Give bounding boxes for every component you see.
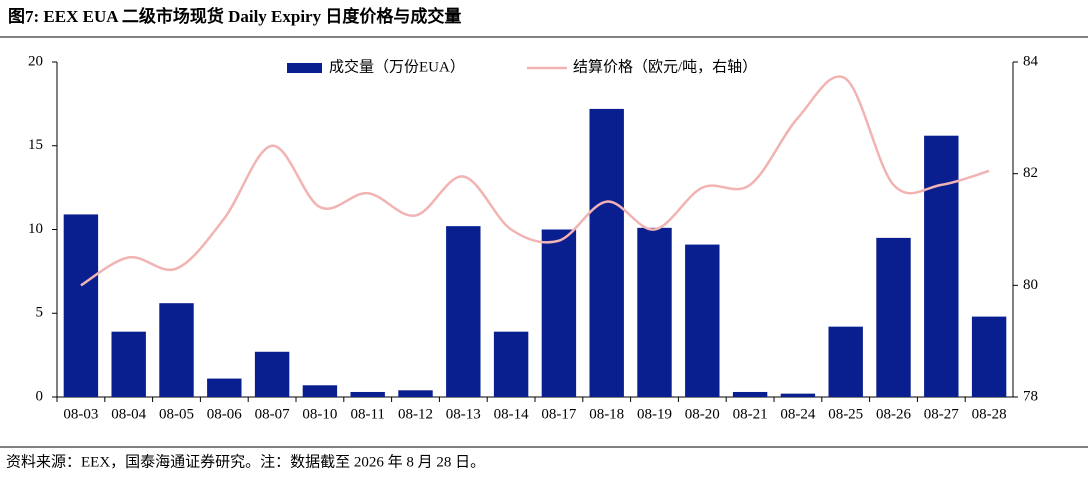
x-tick-label: 08-06 — [207, 406, 242, 422]
x-tick-label: 08-21 — [733, 406, 768, 422]
x-tick-label: 08-27 — [924, 406, 959, 422]
bar — [637, 227, 672, 397]
bar — [924, 135, 959, 397]
x-tick-label: 08-03 — [63, 406, 98, 422]
bar — [111, 331, 146, 397]
bar — [780, 393, 816, 397]
y2-tick-label: 80 — [1023, 277, 1038, 293]
legend-label: 结算价格（欧元/吨，右轴） — [573, 57, 757, 75]
legend-label: 成交量（万份EUA） — [329, 57, 465, 75]
bar — [63, 214, 99, 397]
price-line — [80, 75, 990, 287]
bar — [350, 391, 385, 397]
bar — [971, 316, 1007, 397]
x-tick-label: 08-24 — [780, 406, 815, 422]
y-tick-label: 5 — [36, 305, 44, 321]
bar — [589, 108, 624, 398]
bar — [828, 326, 863, 397]
x-tick-label: 08-19 — [637, 406, 672, 422]
x-tick-label: 08-11 — [350, 406, 384, 422]
y2-tick-label: 84 — [1023, 53, 1039, 69]
bar — [685, 244, 720, 397]
bar — [493, 331, 529, 397]
bar — [732, 391, 768, 397]
x-tick-label: 08-25 — [828, 406, 863, 422]
bar — [207, 378, 242, 397]
x-tick-label: 08-20 — [685, 406, 720, 422]
x-tick-label: 08-07 — [255, 406, 290, 422]
bar — [446, 226, 481, 397]
y2-tick-label: 82 — [1023, 165, 1038, 181]
bar — [302, 385, 338, 397]
source-note: 资料来源：EEX，国泰海通证券研究。注：数据截至 2026 年 8 月 28 日… — [6, 453, 485, 470]
bar — [541, 229, 577, 397]
x-tick-label: 08-04 — [111, 406, 146, 422]
x-tick-label: 08-12 — [398, 406, 433, 422]
chart-title: 图7: EEX EUA 二级市场现货 Daily Expiry 日度价格与成交量 — [8, 6, 461, 26]
x-tick-label: 08-26 — [876, 406, 911, 422]
bar — [159, 303, 194, 397]
y-tick-label: 15 — [28, 137, 43, 153]
bar — [398, 390, 433, 397]
y2-tick-label: 78 — [1023, 388, 1038, 404]
x-tick-label: 08-14 — [494, 406, 529, 422]
x-tick-label: 08-05 — [159, 406, 194, 422]
x-tick-label: 08-28 — [972, 406, 1007, 422]
bar — [876, 237, 911, 397]
legend-swatch — [287, 63, 322, 73]
x-tick-label: 08-10 — [302, 406, 337, 422]
x-tick-label: 08-17 — [541, 406, 576, 422]
y-tick-label: 10 — [28, 221, 43, 237]
x-tick-label: 08-18 — [589, 406, 624, 422]
x-tick-label: 08-13 — [446, 406, 481, 422]
bar — [254, 351, 290, 397]
y-tick-label: 20 — [28, 53, 43, 69]
y-tick-label: 0 — [36, 388, 44, 404]
